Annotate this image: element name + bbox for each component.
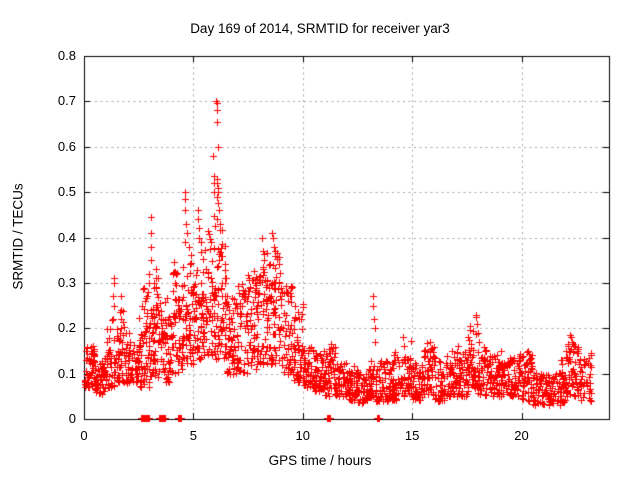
y-tick-label: 0.5 [57,184,76,200]
y-tick-label: 0.2 [57,320,76,336]
x-axis-label: GPS time / hours [268,453,372,468]
y-tick-label: 0.1 [57,365,76,381]
y-tick-label: 0.4 [57,229,76,245]
y-tick-label: 0.6 [57,138,76,154]
y-tick-label: 0 [68,411,76,426]
y-tick-label: 0.7 [57,93,76,109]
y-axis-label: SRMTID / TECUs [10,183,26,290]
y-tick-label: 0.8 [57,48,76,63]
y-tick-label: 0.3 [57,274,76,290]
x-tick-label: 0 [80,428,88,443]
x-tick-label: 20 [514,428,529,443]
x-tick-label: 15 [404,428,420,443]
x-tick-label: 5 [189,428,197,443]
chart-title: Day 169 of 2014, SRMTID for receiver yar… [190,21,450,36]
x-tick-label: 10 [295,428,310,443]
